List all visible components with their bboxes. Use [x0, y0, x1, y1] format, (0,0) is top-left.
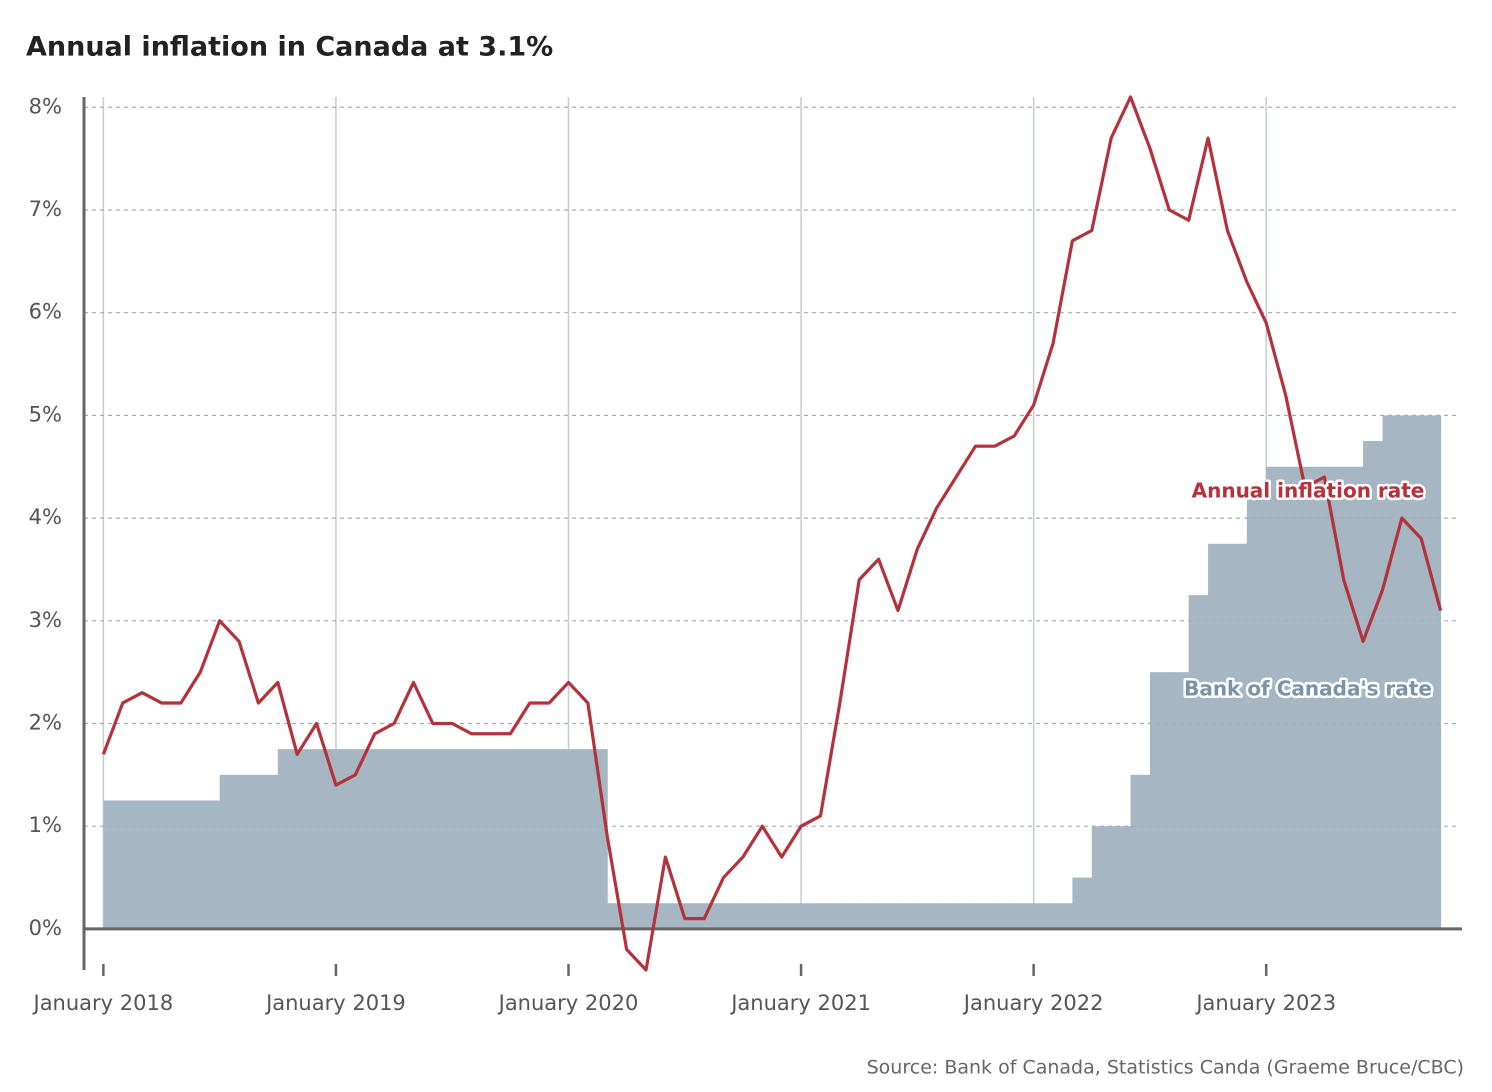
- rate-step: [1246, 492, 1267, 929]
- rate-step: [684, 903, 705, 929]
- rate-step: [1266, 466, 1287, 929]
- x-tick-label: January 2022: [962, 991, 1104, 1015]
- rate-step: [394, 749, 414, 929]
- x-tick-label: January 2020: [497, 991, 639, 1015]
- rate-step: [781, 903, 802, 929]
- rate-step: [1343, 466, 1364, 929]
- chart-title: Annual inflation in Canada at 3.1%: [26, 32, 553, 63]
- rate-step: [239, 774, 259, 929]
- rate-step: [549, 749, 570, 929]
- rate-step: [1130, 774, 1151, 929]
- rate-step: [936, 903, 957, 929]
- rate-step: [200, 800, 221, 929]
- series-label: Bank of Canada's rate: [1184, 677, 1432, 701]
- y-tick-label: 4%: [29, 505, 62, 529]
- y-tick-label: 7%: [29, 197, 62, 221]
- rate-step: [180, 800, 201, 929]
- inflation-line: [101, 95, 1443, 972]
- y-tick-label: 5%: [29, 402, 62, 426]
- rate-step: [258, 774, 279, 929]
- rate-step: [587, 749, 608, 929]
- y-tick-label: 1%: [29, 813, 62, 837]
- rate-step: [704, 903, 725, 929]
- rate-step: [975, 903, 996, 929]
- rate-step: [219, 774, 240, 929]
- series-label: Annual inflation rate: [1192, 479, 1425, 503]
- x-tick-label: January 2023: [1194, 991, 1336, 1015]
- rate-step: [471, 749, 492, 929]
- rate-step: [297, 749, 318, 929]
- y-tick-label: 3%: [29, 608, 62, 632]
- rate-step: [956, 903, 976, 929]
- source: Source: Bank of Canada, Statistics Canda…: [867, 1057, 1464, 1079]
- y-tick-label: 0%: [29, 916, 62, 940]
- rate-step: [490, 749, 511, 929]
- rate-step: [432, 749, 453, 929]
- rate-step: [335, 749, 356, 929]
- x-tick-label: January 2018: [32, 991, 174, 1015]
- rate-step: [1014, 903, 1035, 929]
- rate-step: [161, 800, 182, 929]
- series-label-halo: Bank of Canada's rate: [1184, 677, 1432, 701]
- x-tick-label: January 2021: [729, 991, 871, 1015]
- rate-step: [1188, 595, 1209, 929]
- rate-step: [917, 903, 938, 929]
- rate-step: [994, 903, 1015, 929]
- rate-step: [1169, 672, 1190, 929]
- rate-step: [839, 903, 860, 929]
- rate-step: [1149, 672, 1170, 929]
- rate-step: [1324, 466, 1345, 929]
- rate-step: [355, 749, 376, 929]
- rate-step: [452, 749, 473, 929]
- rate-step: [878, 903, 899, 929]
- rate-step: [277, 749, 298, 929]
- rate-step: [1111, 826, 1132, 929]
- rate-step: [316, 749, 337, 929]
- rate-step: [1091, 826, 1112, 929]
- rate-step: [1363, 441, 1383, 929]
- rate-step: [1033, 903, 1054, 929]
- series-label-halo: Annual inflation rate: [1192, 479, 1425, 503]
- rate-step: [626, 903, 647, 929]
- rate-step: [762, 903, 783, 929]
- rate-step: [103, 800, 124, 929]
- rate-step: [1072, 877, 1093, 929]
- rate-step: [568, 749, 589, 929]
- rate-step: [1285, 466, 1306, 929]
- rate-step: [1304, 466, 1325, 929]
- rate-step: [607, 903, 628, 929]
- rate-step: [742, 903, 763, 929]
- rate-step: [413, 749, 434, 929]
- rate-step: [723, 903, 744, 929]
- rate-step: [859, 903, 880, 929]
- rate-step: [801, 903, 821, 929]
- rate-step: [122, 800, 143, 929]
- x-tick-label: January 2019: [264, 991, 406, 1015]
- rate-step: [374, 749, 395, 929]
- y-tick-label: 8%: [29, 94, 62, 118]
- rate-step: [1382, 415, 1403, 929]
- rate-step: [142, 800, 163, 929]
- y-tick-label: 6%: [29, 300, 62, 324]
- rate-step: [820, 903, 841, 929]
- rate-step: [1227, 543, 1248, 929]
- rate-step: [1053, 903, 1073, 929]
- rate-step: [1421, 415, 1442, 929]
- y-tick-label: 2%: [29, 711, 62, 735]
- rate-step: [529, 749, 550, 929]
- rate-step: [510, 749, 531, 929]
- rate-step: [1208, 543, 1228, 929]
- rate-step: [897, 903, 918, 929]
- rate-step: [1401, 415, 1422, 929]
